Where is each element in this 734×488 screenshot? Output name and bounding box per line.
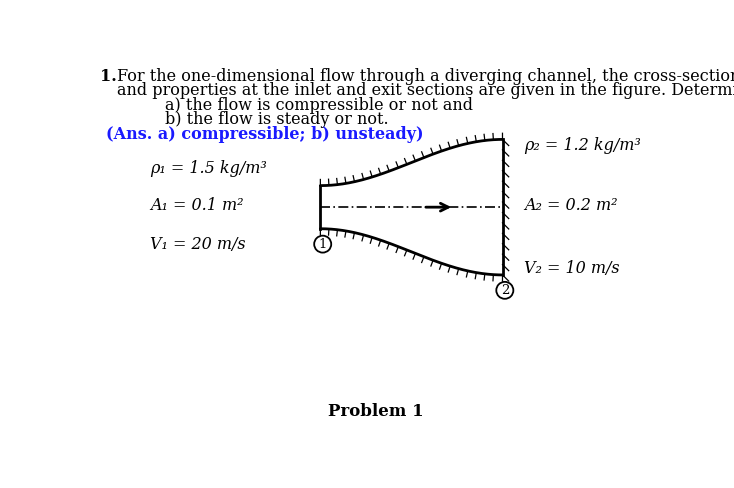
Text: For the one-dimensional flow through a diverging channel, the cross-sectional ar: For the one-dimensional flow through a d… (117, 68, 734, 85)
Circle shape (314, 236, 331, 253)
Text: a) the flow is compressible or not and: a) the flow is compressible or not and (165, 97, 473, 114)
Text: A₂ = 0.2 m²: A₂ = 0.2 m² (524, 197, 618, 214)
Text: 1: 1 (319, 238, 327, 251)
Circle shape (496, 282, 513, 299)
Text: A₁ = 0.1 m²: A₁ = 0.1 m² (150, 197, 244, 214)
Text: 2: 2 (501, 284, 509, 297)
Text: and properties at the inlet and exit sections are given in the figure. Determine: and properties at the inlet and exit sec… (117, 81, 734, 99)
Text: V₁ = 20 m/s: V₁ = 20 m/s (150, 236, 245, 253)
Text: Problem 1: Problem 1 (328, 404, 424, 421)
Text: ρ₂ = 1.2 kg/m³: ρ₂ = 1.2 kg/m³ (524, 137, 641, 154)
Text: (Ans. a) compressible; b) unsteady): (Ans. a) compressible; b) unsteady) (106, 125, 424, 142)
Text: b) the flow is steady or not.: b) the flow is steady or not. (165, 111, 389, 128)
Text: 1.: 1. (100, 68, 116, 85)
Text: ρ₁ = 1.5 kg/m³: ρ₁ = 1.5 kg/m³ (150, 160, 266, 177)
Text: V₂ = 10 m/s: V₂ = 10 m/s (524, 260, 619, 277)
